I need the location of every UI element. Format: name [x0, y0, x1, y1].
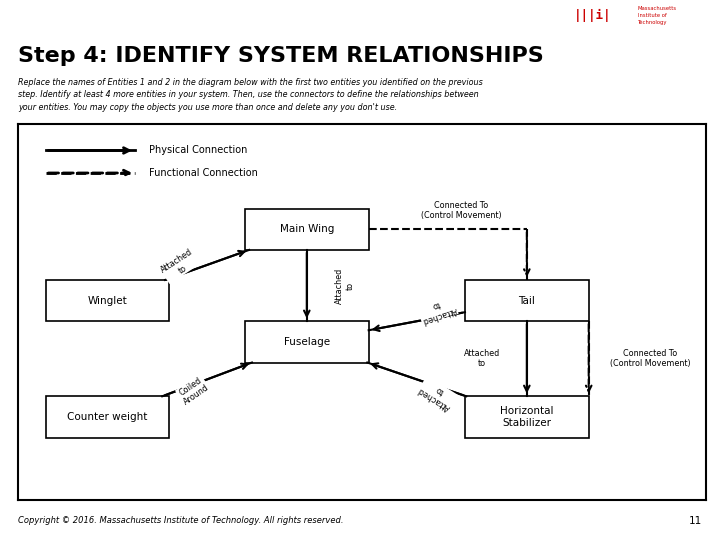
Text: Horizontal
Stabilizer: Horizontal Stabilizer [500, 406, 554, 428]
Text: Physical Connection: Physical Connection [148, 145, 247, 156]
Text: Winglet: Winglet [88, 295, 127, 306]
Text: Copyright © 2016. Massachusetts Institute of Technology. All rights reserved.: Copyright © 2016. Massachusetts Institut… [18, 516, 343, 525]
Text: Connected To
(Control Movement): Connected To (Control Movement) [421, 201, 502, 220]
FancyBboxPatch shape [465, 396, 589, 437]
Text: Coiled
Around: Coiled Around [176, 374, 211, 407]
Text: Fuselage: Fuselage [284, 337, 330, 347]
Text: Tail: Tail [518, 295, 535, 306]
FancyBboxPatch shape [465, 280, 589, 321]
Text: Counter weight: Counter weight [67, 412, 148, 422]
Text: Attached
to: Attached to [335, 267, 354, 303]
Text: Institute of: Institute of [638, 13, 667, 18]
Text: Main Wing: Main Wing [279, 224, 334, 234]
FancyBboxPatch shape [245, 321, 369, 362]
Text: Architecture of Complex Systems: Architecture of Complex Systems [13, 10, 197, 20]
FancyBboxPatch shape [45, 280, 169, 321]
Text: Connected To
(Control Movement): Connected To (Control Movement) [611, 349, 691, 368]
Text: Attached
to: Attached to [417, 295, 458, 325]
Text: 11: 11 [689, 516, 702, 525]
Text: Massachusetts: Massachusetts [638, 6, 677, 11]
Text: Technology: Technology [638, 21, 667, 25]
Text: Attached
to: Attached to [464, 349, 500, 368]
Text: Attached
to: Attached to [417, 376, 458, 412]
Text: Step 4: IDENTIFY SYSTEM RELATIONSHIPS: Step 4: IDENTIFY SYSTEM RELATIONSHIPS [18, 46, 544, 66]
FancyBboxPatch shape [45, 396, 169, 437]
Text: |||i|: |||i| [575, 9, 612, 22]
Text: Functional Connection: Functional Connection [148, 168, 258, 178]
Text: Replace the names of Entities 1 and 2 in the diagram below with the first two en: Replace the names of Entities 1 and 2 in… [18, 78, 482, 112]
Text: Attached
to: Attached to [159, 247, 200, 283]
FancyBboxPatch shape [245, 208, 369, 250]
